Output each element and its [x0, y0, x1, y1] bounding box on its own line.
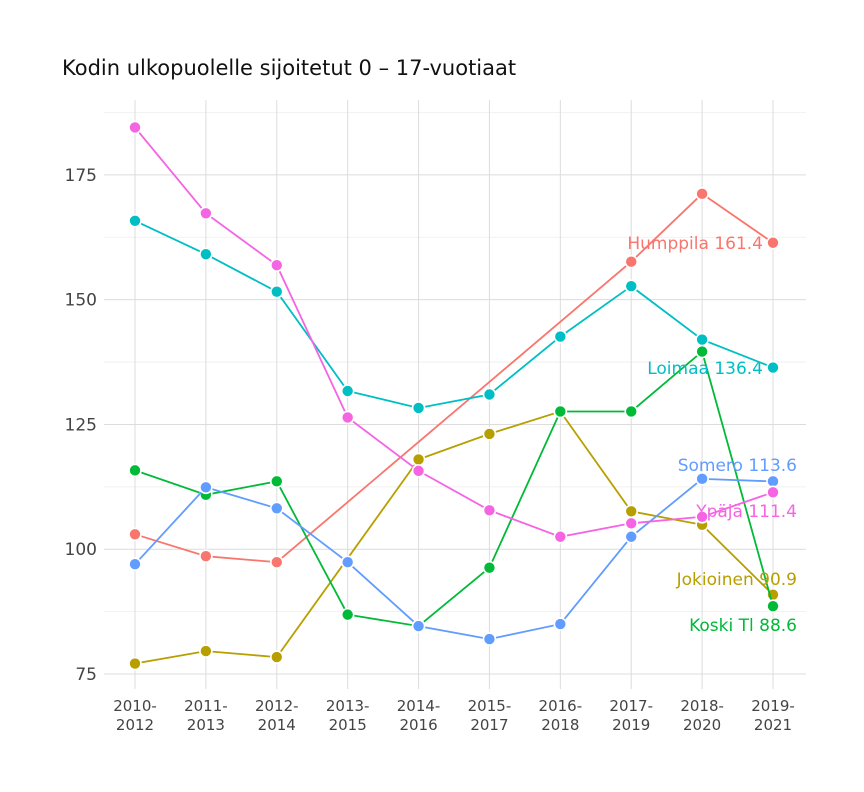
data-point-jokioinen	[482, 427, 497, 441]
data-point-somero	[553, 617, 568, 631]
data-point-koski-tl	[624, 404, 639, 419]
x-tick-label: 2014-2016	[397, 697, 441, 734]
y-tick-label: 100	[65, 540, 97, 560]
data-point-jokioinen	[269, 650, 284, 664]
data-point-ypäjä	[695, 509, 709, 524]
data-point-koski-tl	[766, 599, 780, 613]
x-tick-label: 2015-2017	[468, 697, 512, 734]
data-point-jokioinen	[624, 504, 639, 519]
series-line-ypäjä	[134, 126, 774, 538]
data-point-ypäjä	[128, 120, 142, 135]
data-point-loimaa	[695, 332, 709, 347]
data-point-ypäjä	[411, 464, 426, 478]
y-tick-label: 125	[65, 415, 97, 435]
x-tick-label: 2019-2021	[751, 697, 795, 734]
data-point-loimaa	[199, 247, 213, 262]
x-tick-label: 2012-2014	[255, 697, 299, 734]
y-tick-label: 75	[75, 665, 97, 685]
data-point-ypäjä	[199, 206, 213, 221]
data-point-koski-tl	[128, 463, 142, 478]
data-point-humppila	[695, 187, 709, 201]
data-point-somero	[199, 480, 213, 495]
end-label-jokioinen: Jokioinen 90.9	[676, 570, 797, 590]
data-point-somero	[624, 529, 639, 544]
series-layer	[128, 120, 780, 671]
series-line-jokioinen	[134, 410, 774, 665]
data-point-ypäjä	[766, 485, 780, 500]
data-point-jokioinen	[199, 644, 213, 658]
data-point-humppila	[199, 549, 213, 564]
data-point-somero	[482, 632, 497, 646]
end-label-ypäjä: Ypäjä 111.4	[695, 502, 797, 522]
end-label-layer: Humppila 161.4 Jokioinen 90.9 Koski Tl 88.…	[627, 234, 797, 636]
x-tick-label: 2018-2020	[680, 697, 724, 734]
data-point-loimaa	[269, 284, 284, 299]
data-point-koski-tl	[340, 607, 355, 622]
data-point-somero	[411, 619, 426, 633]
data-point-humppila	[128, 527, 142, 542]
end-label-humppila: Humppila 161.4	[627, 234, 763, 254]
data-point-loimaa	[766, 360, 780, 375]
data-point-somero	[695, 472, 709, 486]
data-point-somero	[128, 557, 142, 572]
data-point-loimaa	[340, 384, 355, 398]
x-tick-label: 2016-2018	[539, 697, 583, 734]
chart-title: Kodin ulkopuolelle sijoitetut 0 – 17-vuo…	[62, 56, 517, 80]
data-point-humppila	[766, 235, 780, 250]
y-tick-label: 150	[65, 291, 97, 311]
y-tick-label: 175	[65, 166, 97, 186]
data-point-koski-tl	[695, 344, 709, 359]
data-point-jokioinen	[411, 452, 426, 467]
series-line-koski-tl	[134, 350, 774, 628]
data-point-loimaa	[411, 401, 426, 415]
data-point-koski-tl	[269, 474, 284, 489]
series-line-loimaa	[134, 219, 774, 409]
x-tick-label: 2013-2015	[326, 697, 370, 734]
data-point-ypäjä	[340, 410, 355, 425]
end-label-loimaa: Loimaa 136.4	[647, 359, 763, 379]
data-point-koski-tl	[553, 404, 568, 419]
series-line-humppila	[134, 192, 774, 564]
data-point-loimaa	[624, 279, 639, 293]
data-point-loimaa	[482, 387, 497, 402]
x-tick-label: 2011-2013	[184, 697, 228, 734]
data-point-ypäjä	[624, 516, 639, 531]
data-point-ypäjä	[482, 503, 497, 518]
data-point-ypäjä	[269, 258, 284, 273]
data-point-humppila	[624, 254, 639, 269]
data-point-loimaa	[128, 213, 142, 228]
data-point-jokioinen	[128, 656, 142, 671]
data-point-loimaa	[553, 329, 568, 344]
data-point-koski-tl	[482, 560, 497, 575]
x-tick-label: 2010-2012	[113, 697, 157, 734]
data-point-somero	[340, 555, 355, 570]
data-point-somero	[269, 501, 284, 516]
data-point-humppila	[269, 555, 284, 570]
end-label-somero: Somero 113.6	[678, 456, 797, 476]
axis-layer: 75 100 125 150 175 2010-2012 2011-2013 2012-201…	[65, 166, 795, 734]
series-line-somero	[134, 477, 774, 641]
end-label-koski-tl: Koski Tl 88.6	[689, 616, 797, 636]
x-tick-label: 2017-2019	[609, 697, 653, 734]
data-point-ypäjä	[553, 529, 568, 544]
